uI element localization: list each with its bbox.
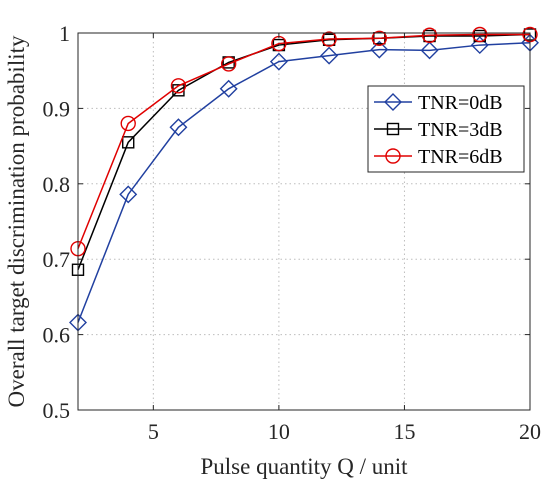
data-point-diamond bbox=[384, 93, 402, 111]
legend-label: TNR=0dB bbox=[418, 92, 503, 114]
x-tick-label: 5 bbox=[148, 419, 159, 444]
axis-ticks: 5 10 15 20 0.5 0.6 0.7 0.8 0.9 1 bbox=[43, 21, 542, 444]
x-tick-label: 10 bbox=[268, 419, 290, 444]
legend-label: TNR=6dB bbox=[418, 146, 503, 168]
y-tick-label: 0.5 bbox=[43, 398, 71, 423]
data-point-circle bbox=[120, 115, 136, 132]
legend-entries: TNR=0dB TNR=3dB TNR=6dB bbox=[374, 92, 503, 168]
data-point-diamond bbox=[320, 46, 339, 65]
data-point-square bbox=[122, 136, 135, 149]
series-line bbox=[77, 33, 531, 271]
data-point-circle bbox=[170, 78, 187, 94]
data-point-circle bbox=[385, 148, 401, 164]
data-point-diamond bbox=[420, 41, 439, 60]
data-point-circle bbox=[321, 31, 337, 47]
y-tick-label: 0.6 bbox=[43, 323, 71, 348]
data-point-diamond bbox=[370, 40, 389, 59]
legend-entry: TNR=3dB bbox=[374, 119, 503, 141]
x-tick-label: 15 bbox=[393, 419, 415, 444]
data-point-circle bbox=[371, 30, 388, 46]
data-point-circle bbox=[421, 27, 438, 43]
plot-frame bbox=[77, 32, 531, 411]
series-line bbox=[77, 33, 530, 249]
data-point-diamond bbox=[219, 79, 238, 98]
legend: TNR=0dB TNR=3dB TNR=6dB bbox=[367, 85, 525, 173]
legend-label: TNR=3dB bbox=[418, 119, 503, 141]
series-group bbox=[69, 26, 539, 332]
data-point-circle bbox=[220, 56, 237, 72]
series-line bbox=[77, 42, 531, 323]
legend-entry: TNR=0dB bbox=[374, 92, 503, 114]
y-tick-label: 0.7 bbox=[43, 247, 71, 272]
y-tick-label: 0.8 bbox=[43, 172, 71, 197]
y-tick-label: 0.9 bbox=[43, 96, 71, 121]
data-point-diamond bbox=[169, 118, 188, 137]
data-point-diamond bbox=[119, 185, 138, 204]
data-point-square bbox=[386, 122, 400, 136]
x-tick-label: 20 bbox=[519, 419, 541, 444]
y-axis-title: Overall target discrimination probabilit… bbox=[4, 35, 29, 407]
data-point-diamond bbox=[269, 52, 288, 71]
y-tick-label: 1 bbox=[59, 21, 70, 46]
grid-lines bbox=[78, 33, 530, 410]
legend-entry: TNR=6dB bbox=[374, 146, 503, 168]
data-point-diamond bbox=[470, 36, 489, 55]
x-axis-title: Pulse quantity Q / unit bbox=[201, 454, 409, 479]
data-point-circle bbox=[472, 26, 488, 43]
